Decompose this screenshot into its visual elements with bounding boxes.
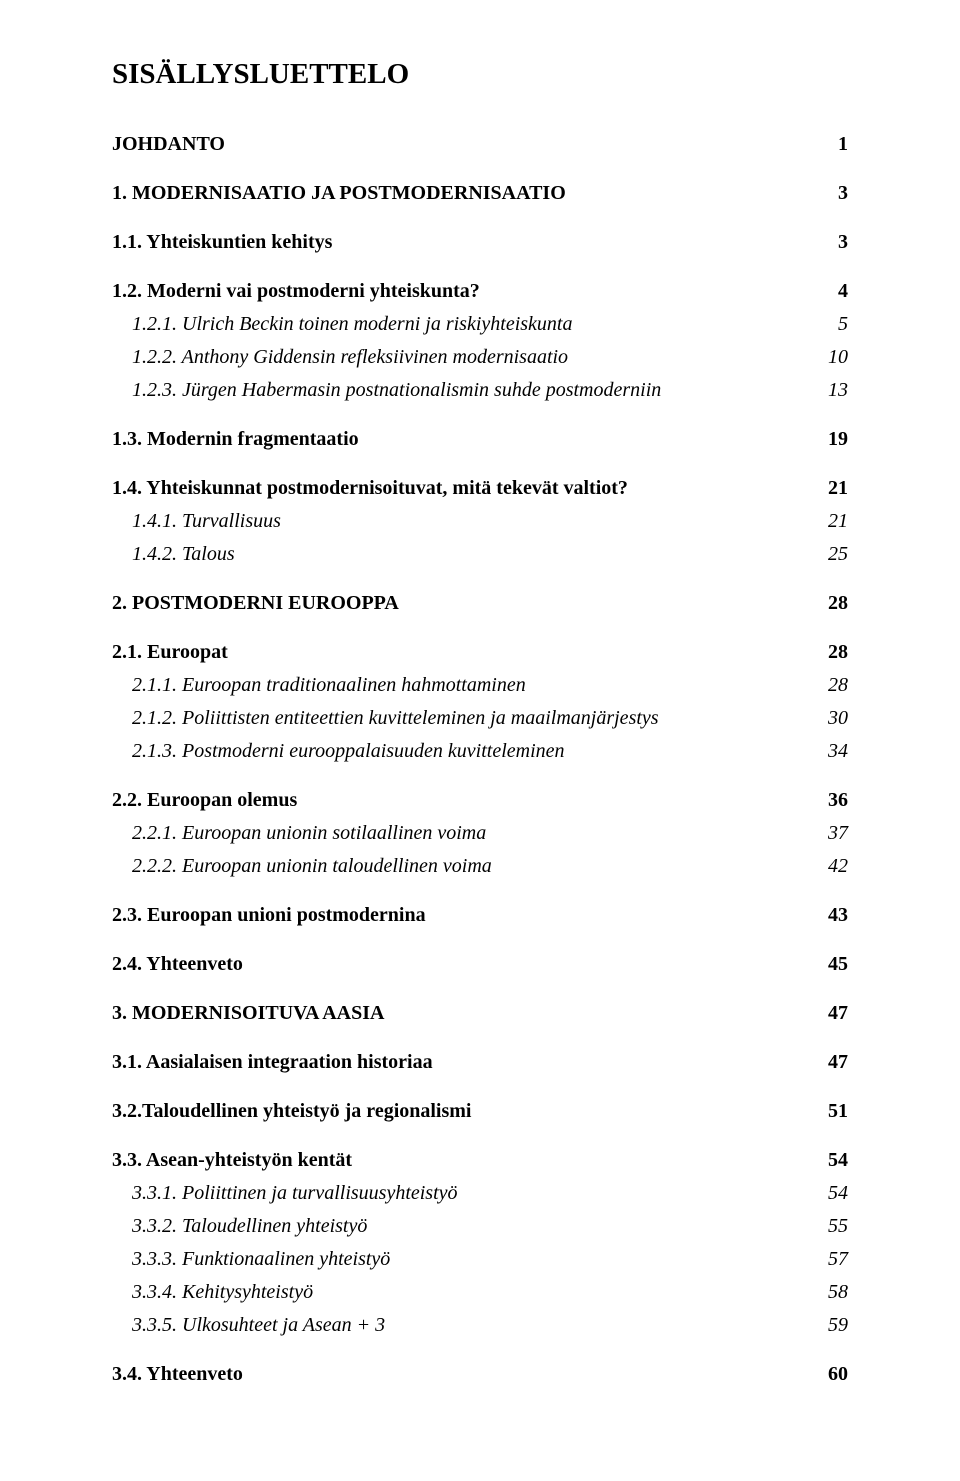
toc-label: 3.3.5. Ulkosuhteet ja Asean + 3: [132, 1314, 812, 1337]
toc-row: 2.4. Yhteenveto45: [112, 953, 848, 976]
toc-page-number: 59: [812, 1314, 848, 1337]
toc-row: 3.3.4. Kehitysyhteistyö58: [112, 1281, 848, 1304]
toc-label: 2.3. Euroopan unioni postmodernina: [112, 904, 812, 927]
toc-row: 1.3. Modernin fragmentaatio19: [112, 428, 848, 451]
toc-page-number: 47: [812, 1051, 848, 1074]
toc-label: JOHDANTO: [112, 133, 822, 156]
toc-label: 2.1.1. Euroopan traditionaalinen hahmott…: [132, 674, 812, 697]
toc-label: 2.2.2. Euroopan unionin taloudellinen vo…: [132, 855, 812, 878]
toc-page-number: 37: [812, 822, 848, 845]
document-title: SISÄLLYSLUETTELO: [112, 58, 848, 91]
toc-label: 3.4. Yhteenveto: [112, 1363, 812, 1386]
toc-label: 3.1. Aasialaisen integraation historiaa: [112, 1051, 812, 1074]
toc-label: 1.2.2. Anthony Giddensin refleksiivinen …: [132, 346, 812, 369]
toc-page-number: 60: [812, 1363, 848, 1386]
toc-page-number: 28: [812, 641, 848, 664]
toc-row: 3.3.5. Ulkosuhteet ja Asean + 359: [112, 1314, 848, 1337]
toc-page-number: 55: [812, 1215, 848, 1238]
toc-page-number: 3: [822, 182, 848, 205]
toc-row: 1.2.1. Ulrich Beckin toinen moderni ja r…: [112, 313, 848, 336]
table-of-contents: JOHDANTO1 1. MODERNISAATIO JA POSTMODERNI…: [112, 133, 848, 1386]
toc-page-number: 51: [812, 1100, 848, 1123]
toc-row: 1.2.2. Anthony Giddensin refleksiivinen …: [112, 346, 848, 369]
toc-label: 3.3.3. Funktionaalinen yhteistyö: [132, 1248, 812, 1271]
toc-label: 1.2.3. Jürgen Habermasin postnationalism…: [132, 379, 812, 402]
toc-page-number: 57: [812, 1248, 848, 1271]
toc-label: 3.3.4. Kehitysyhteistyö: [132, 1281, 812, 1304]
toc-label: 1.4.2. Talous: [132, 543, 812, 566]
toc-label: 1. MODERNISAATIO JA POSTMODERNISAATIO: [112, 182, 822, 205]
toc-row: 2.2.1. Euroopan unionin sotilaallinen vo…: [112, 822, 848, 845]
toc-page-number: 34: [812, 740, 848, 763]
toc-row: 2.1. Euroopat28: [112, 641, 848, 664]
toc-label: 2.1. Euroopat: [112, 641, 812, 664]
toc-row: 1.1. Yhteiskuntien kehitys3: [112, 231, 848, 254]
toc-row: 3.1. Aasialaisen integraation historiaa4…: [112, 1051, 848, 1074]
toc-row: 3.3. Asean-yhteistyön kentät54: [112, 1149, 848, 1172]
toc-page-number: 1: [822, 133, 848, 156]
toc-page-number: 42: [812, 855, 848, 878]
toc-label: 1.4. Yhteiskunnat postmodernisoituvat, m…: [112, 477, 812, 500]
toc-row: 1. MODERNISAATIO JA POSTMODERNISAATIO3: [112, 182, 848, 205]
toc-page-number: 28: [812, 592, 848, 615]
toc-label: 2.4. Yhteenveto: [112, 953, 812, 976]
toc-label: 1.2.1. Ulrich Beckin toinen moderni ja r…: [132, 313, 822, 336]
toc-label: 2.2.1. Euroopan unionin sotilaallinen vo…: [132, 822, 812, 845]
toc-row: 2.1.1. Euroopan traditionaalinen hahmott…: [112, 674, 848, 697]
toc-page-number: 54: [812, 1149, 848, 1172]
toc-label: 3.3.1. Poliittinen ja turvallisuusyhteis…: [132, 1182, 812, 1205]
toc-label: 2. POSTMODERNI EUROOPPA: [112, 592, 812, 615]
toc-page-number: 36: [812, 789, 848, 812]
toc-page-number: 54: [812, 1182, 848, 1205]
toc-row: 3.4. Yhteenveto60: [112, 1363, 848, 1386]
toc-row: 2.1.3. Postmoderni eurooppalaisuuden kuv…: [112, 740, 848, 763]
toc-page-number: 47: [812, 1002, 848, 1025]
toc-row: 1.2. Moderni vai postmoderni yhteiskunta…: [112, 280, 848, 303]
toc-page-number: 3: [822, 231, 848, 254]
page: SISÄLLYSLUETTELO JOHDANTO1 1. MODERNISAAT…: [0, 0, 960, 1444]
toc-row: 1.2.3. Jürgen Habermasin postnationalism…: [112, 379, 848, 402]
toc-row: JOHDANTO1: [112, 133, 848, 156]
toc-row: 2.1.2. Poliittisten entiteettien kuvitte…: [112, 707, 848, 730]
toc-label: 3.2.Taloudellinen yhteistyö ja regionali…: [112, 1100, 812, 1123]
toc-page-number: 10: [812, 346, 848, 369]
toc-row: 3.3.3. Funktionaalinen yhteistyö57: [112, 1248, 848, 1271]
toc-page-number: 28: [812, 674, 848, 697]
toc-label: 1.3. Modernin fragmentaatio: [112, 428, 812, 451]
toc-label: 2.1.3. Postmoderni eurooppalaisuuden kuv…: [132, 740, 812, 763]
toc-row: 1.4.1. Turvallisuus21: [112, 510, 848, 533]
toc-row: 3.2.Taloudellinen yhteistyö ja regionali…: [112, 1100, 848, 1123]
toc-row: 2.3. Euroopan unioni postmodernina43: [112, 904, 848, 927]
toc-page-number: 58: [812, 1281, 848, 1304]
toc-row: 2.2. Euroopan olemus36: [112, 789, 848, 812]
toc-label: 3.3. Asean-yhteistyön kentät: [112, 1149, 812, 1172]
toc-label: 2.1.2. Poliittisten entiteettien kuvitte…: [132, 707, 812, 730]
toc-row: 1.4.2. Talous25: [112, 543, 848, 566]
toc-page-number: 13: [812, 379, 848, 402]
toc-page-number: 21: [812, 477, 848, 500]
toc-page-number: 5: [822, 313, 848, 336]
toc-page-number: 21: [812, 510, 848, 533]
toc-row: 3. MODERNISOITUVA AASIA47: [112, 1002, 848, 1025]
toc-row: 2.2.2. Euroopan unionin taloudellinen vo…: [112, 855, 848, 878]
toc-label: 3. MODERNISOITUVA AASIA: [112, 1002, 812, 1025]
toc-label: 3.3.2. Taloudellinen yhteistyö: [132, 1215, 812, 1238]
toc-row: 1.4. Yhteiskunnat postmodernisoituvat, m…: [112, 477, 848, 500]
toc-page-number: 19: [812, 428, 848, 451]
toc-label: 1.4.1. Turvallisuus: [132, 510, 812, 533]
toc-page-number: 45: [812, 953, 848, 976]
toc-row: 3.3.2. Taloudellinen yhteistyö55: [112, 1215, 848, 1238]
toc-page-number: 4: [822, 280, 848, 303]
toc-row: 3.3.1. Poliittinen ja turvallisuusyhteis…: [112, 1182, 848, 1205]
toc-row: 2. POSTMODERNI EUROOPPA28: [112, 592, 848, 615]
toc-label: 1.2. Moderni vai postmoderni yhteiskunta…: [112, 280, 822, 303]
toc-label: 1.1. Yhteiskuntien kehitys: [112, 231, 822, 254]
toc-page-number: 25: [812, 543, 848, 566]
toc-label: 2.2. Euroopan olemus: [112, 789, 812, 812]
toc-page-number: 43: [812, 904, 848, 927]
toc-page-number: 30: [812, 707, 848, 730]
